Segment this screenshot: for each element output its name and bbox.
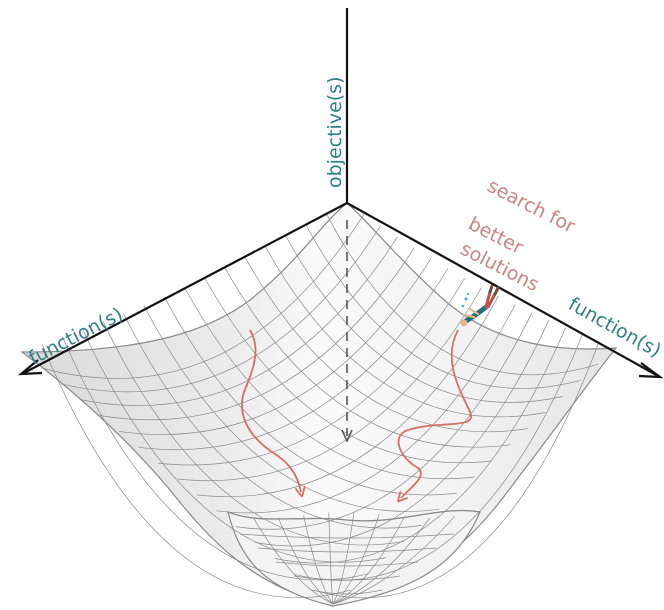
axes <box>17 8 664 379</box>
surface-front <box>227 509 481 607</box>
search-path-left <box>241 329 301 492</box>
surface-mesh <box>41 214 600 605</box>
surface-rim-front <box>227 509 481 522</box>
surface-back <box>20 202 618 607</box>
vertical-axis-label: objective(s) <box>324 77 346 189</box>
right-axis-line <box>346 202 661 378</box>
right-axis-arrowhead <box>638 362 664 379</box>
left-axis-arrowhead <box>17 359 43 376</box>
search-path-right <box>399 329 472 498</box>
search-caption: search for better solutions <box>457 175 579 296</box>
diving-person-icon <box>460 284 500 327</box>
left-axis-line <box>21 202 348 375</box>
loss-surface <box>20 202 618 607</box>
